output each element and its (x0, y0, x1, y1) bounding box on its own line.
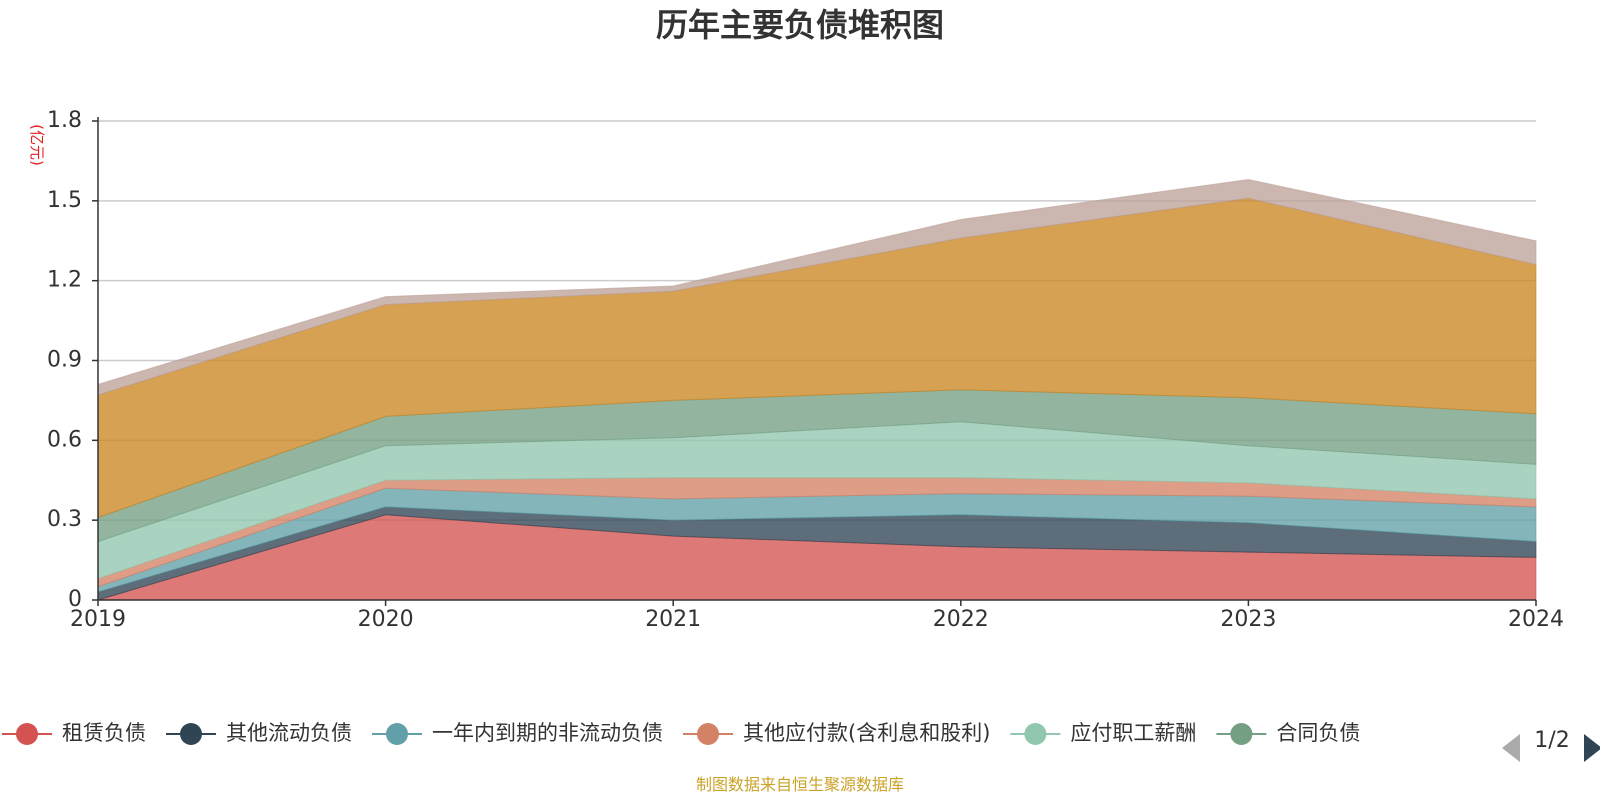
legend-label: 合同负债 (1276, 721, 1360, 745)
legend-label: 其他流动负债 (226, 721, 352, 745)
y-axis-unit-label: (亿元) (28, 124, 46, 166)
legend-page-indicator: 1/2 (1534, 728, 1569, 753)
y-tick-label: 0.9 (47, 348, 82, 373)
legend: 租赁负债 其他流动负债 一年内到期的非流动负债 其他应付款(含利息和股利) 应付职工薪酬… (2, 721, 1360, 745)
x-tick-label: 2022 (933, 607, 989, 632)
legend-item[interactable]: 应付职工薪酬 (1010, 721, 1196, 745)
legend-pager: 1/2 (1502, 728, 1600, 762)
legend-item[interactable]: 其他应付款(含利息和股利) (683, 721, 990, 745)
y-tick-label: 1.2 (47, 268, 82, 293)
legend-item[interactable]: 合同负债 (1216, 721, 1360, 745)
area-series (97, 178, 1537, 601)
x-tick-label: 2024 (1508, 607, 1564, 632)
legend-label: 租赁负债 (62, 721, 146, 745)
y-tick-label: 1.5 (47, 188, 82, 213)
legend-item[interactable]: 其他流动负债 (166, 721, 352, 745)
legend-marker-icon (697, 723, 719, 745)
legend-item[interactable]: 一年内到期的非流动负债 (372, 721, 663, 745)
y-tick-label: 0.3 (47, 507, 82, 532)
area-其他负债 (97, 178, 1537, 396)
legend-marker-icon (386, 723, 408, 745)
legend-prev-arrow-icon[interactable] (1502, 734, 1520, 762)
legend-marker-icon (16, 723, 38, 745)
y-tick-label: 1.8 (47, 108, 82, 133)
x-tick-label: 2021 (645, 607, 701, 632)
legend-marker-icon (1024, 723, 1047, 745)
x-tick-label: 2020 (358, 607, 414, 632)
axes: 0 0.3 0.6 0.9 1.2 1.5 1.8 2019 2020 2021 2022 2023 2… (47, 108, 1564, 632)
legend-next-arrow-icon[interactable] (1584, 734, 1600, 762)
legend-marker-icon (180, 723, 202, 745)
x-tick-label: 2019 (70, 607, 126, 632)
legend-label: 一年内到期的非流动负债 (432, 721, 663, 745)
legend-label: 应付职工薪酬 (1070, 721, 1196, 745)
legend-item[interactable]: 租赁负债 (2, 721, 146, 745)
data-source-note: 制图数据来自恒生聚源数据库 (696, 775, 904, 794)
chart-title: 历年主要负债堆积图 (656, 6, 944, 44)
legend-marker-icon (1230, 723, 1253, 745)
y-tick-label: 0.6 (47, 427, 82, 452)
legend-label: 其他应付款(含利息和股利) (743, 721, 990, 745)
y-tick-label: 0 (68, 587, 82, 612)
x-tick-label: 2023 (1220, 607, 1276, 632)
